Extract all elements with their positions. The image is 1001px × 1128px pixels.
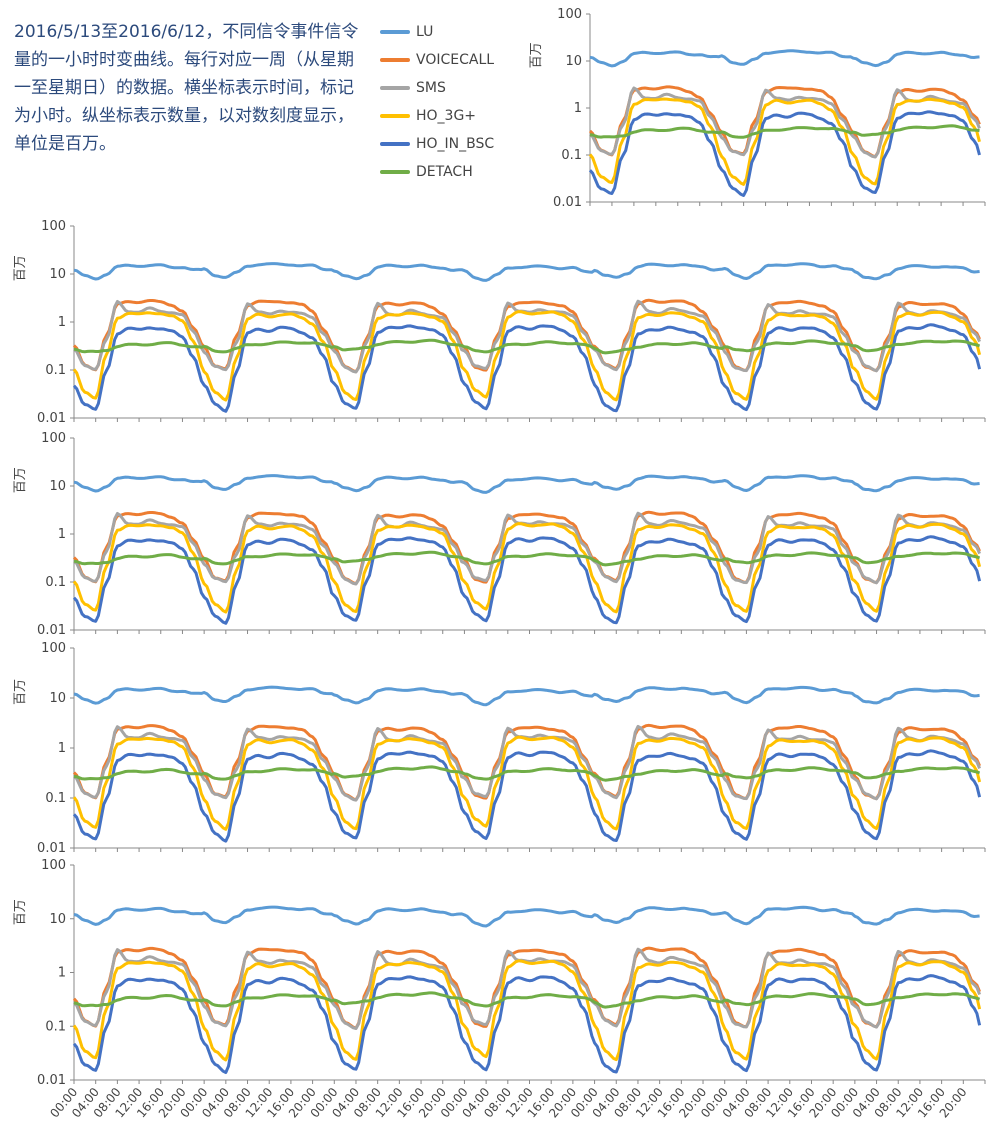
legend-label: LU bbox=[416, 24, 434, 40]
series-line-detach bbox=[73, 765, 981, 782]
series-line-ho-3g- bbox=[588, 97, 981, 186]
series-line-ho-in-bsc bbox=[72, 749, 982, 843]
legend-item: SMS bbox=[380, 74, 530, 102]
y-tick-label: 1 bbox=[58, 527, 66, 542]
series-line-ho-3g- bbox=[72, 959, 982, 1062]
y-axis-label: 百万 bbox=[529, 42, 544, 68]
y-tick-label: 10 bbox=[49, 691, 66, 706]
y-tick-label: 100 bbox=[41, 641, 66, 656]
legend-swatch bbox=[380, 114, 410, 118]
y-axis-label: 百万 bbox=[13, 255, 28, 281]
legend-item: DETACH bbox=[380, 158, 530, 186]
legend-swatch bbox=[380, 142, 410, 146]
y-tick-label: 0.1 bbox=[45, 575, 66, 590]
legend-swatch bbox=[380, 58, 410, 62]
series-line-lu bbox=[589, 49, 980, 68]
legend-label: VOICECALL bbox=[416, 52, 495, 68]
y-tick-label: 0.1 bbox=[561, 148, 582, 163]
series-line-ho-3g- bbox=[72, 735, 982, 831]
y-axis-label: 百万 bbox=[13, 679, 28, 705]
y-tick-label: 0.01 bbox=[37, 1073, 66, 1088]
y-tick-label: 10 bbox=[49, 267, 66, 282]
y-tick-label: 0.01 bbox=[553, 195, 582, 210]
y-tick-label: 0.01 bbox=[37, 411, 66, 426]
y-tick-label: 100 bbox=[41, 858, 66, 873]
y-tick-label: 0.1 bbox=[45, 791, 66, 806]
y-tick-label: 10 bbox=[565, 54, 582, 69]
series-line-ho-in-bsc bbox=[72, 535, 982, 625]
legend: LU VOICECALL SMS HO_3G+ HO_IN_BSC DETACH bbox=[380, 18, 530, 186]
y-tick-label: 10 bbox=[49, 479, 66, 494]
legend-label: HO_IN_BSC bbox=[416, 136, 495, 152]
y-tick-label: 1 bbox=[58, 966, 66, 981]
y-tick-label: 0.1 bbox=[45, 1019, 66, 1034]
series-line-detach bbox=[73, 338, 981, 355]
series-line-ho-3g- bbox=[72, 522, 982, 614]
y-axis-label: 百万 bbox=[13, 899, 28, 925]
legend-item: HO_IN_BSC bbox=[380, 130, 530, 158]
series-line-voicecall bbox=[588, 85, 981, 159]
y-tick-label: 100 bbox=[41, 431, 66, 446]
y-tick-label: 1 bbox=[574, 101, 582, 116]
series-line-detach bbox=[73, 550, 981, 567]
y-tick-label: 100 bbox=[557, 7, 582, 22]
series-line-detach bbox=[73, 991, 981, 1009]
y-tick-label: 100 bbox=[41, 219, 66, 234]
legend-swatch bbox=[380, 86, 410, 90]
legend-swatch bbox=[380, 30, 410, 34]
legend-item: HO_3G+ bbox=[380, 102, 530, 130]
legend-label: DETACH bbox=[416, 164, 473, 180]
series-line-lu bbox=[73, 474, 980, 494]
legend-item: LU bbox=[380, 18, 530, 46]
y-tick-label: 1 bbox=[58, 315, 66, 330]
y-tick-label: 1 bbox=[58, 741, 66, 756]
y-tick-label: 10 bbox=[49, 912, 66, 927]
y-tick-label: 0.01 bbox=[37, 841, 66, 856]
y-axis-label: 百万 bbox=[13, 467, 28, 493]
series-line-detach bbox=[589, 124, 980, 139]
series-line-lu bbox=[73, 905, 980, 928]
legend-label: SMS bbox=[416, 80, 446, 96]
y-tick-label: 0.1 bbox=[45, 363, 66, 378]
series-line-lu bbox=[73, 685, 980, 707]
series-line-ho-3g- bbox=[72, 310, 982, 402]
series-line-ho-in-bsc bbox=[72, 974, 982, 1074]
legend-swatch bbox=[380, 170, 410, 174]
legend-item: VOICECALL bbox=[380, 46, 530, 74]
series-line-ho-in-bsc bbox=[588, 110, 981, 197]
series-line-lu bbox=[73, 262, 980, 282]
y-tick-label: 0.01 bbox=[37, 623, 66, 638]
chart-description: 2016/5/13至2016/6/12，不同信令事件信令量的一小时时变曲线。每行… bbox=[14, 22, 359, 154]
series-line-sms bbox=[72, 947, 982, 1030]
series-line-ho-in-bsc bbox=[72, 323, 982, 413]
legend-label: HO_3G+ bbox=[416, 108, 477, 124]
